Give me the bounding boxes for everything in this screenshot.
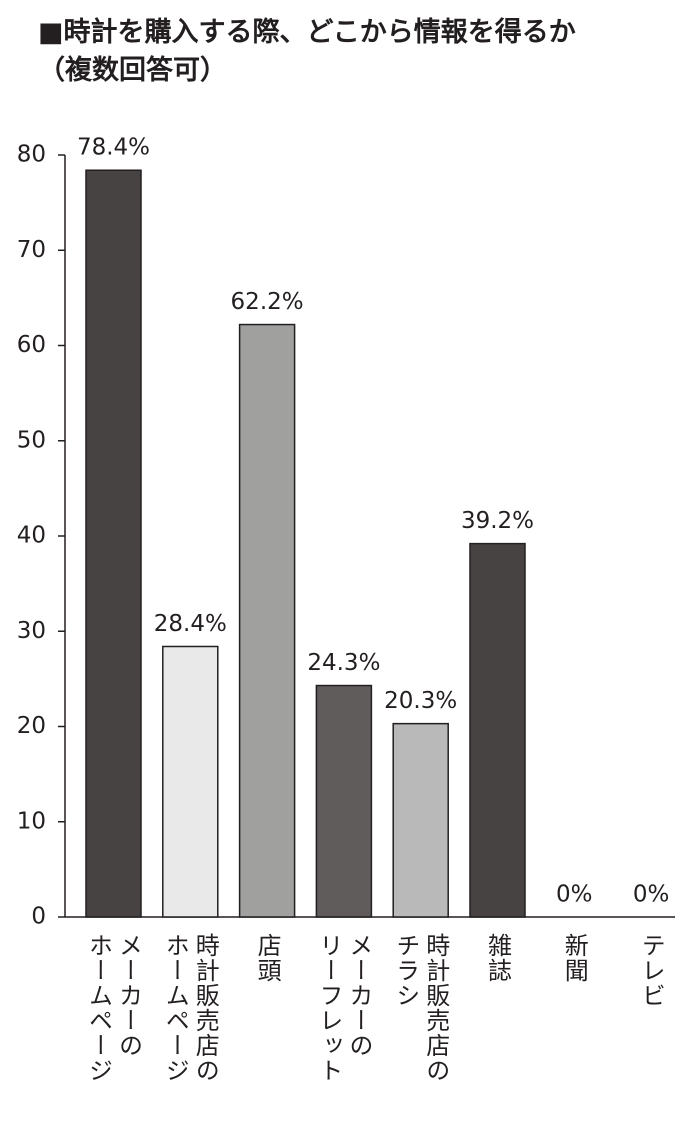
value-label: 62.2% <box>231 289 304 315</box>
bar <box>469 542 526 918</box>
y-tick-label: 10 <box>17 808 46 834</box>
x-tick-label: テレビ <box>637 933 666 1008</box>
value-label: 78.4% <box>77 135 150 161</box>
y-tick-label: 30 <box>17 618 46 644</box>
x-tick-label: 時計販売店の ホームページ <box>161 933 220 1083</box>
bar <box>85 169 142 918</box>
x-tick-label: 新聞 <box>560 933 589 983</box>
y-tick-label: 0 <box>31 904 46 930</box>
x-tick-label: 店頭 <box>253 933 282 983</box>
y-tick-label: 20 <box>17 713 46 739</box>
value-label: 24.3% <box>307 650 380 676</box>
x-tick-label: 時計販売店の チラシ <box>391 933 450 1083</box>
value-label: 39.2% <box>461 508 534 534</box>
x-tick-label: メーカーの ホームページ <box>84 933 143 1083</box>
bar <box>315 684 373 918</box>
chart-title: ■時計を購入する際、どこから情報を得るか （複数回答可） <box>38 17 576 86</box>
x-tick-label: 雑誌 <box>483 933 512 983</box>
value-label: 20.3% <box>384 688 457 714</box>
value-label: 0% <box>633 882 670 908</box>
bar <box>162 645 219 918</box>
y-tick-label: 60 <box>17 332 46 358</box>
y-tick-label: 40 <box>17 523 46 549</box>
y-tick-label: 70 <box>17 237 46 263</box>
bar <box>238 323 296 918</box>
y-tick-label: 80 <box>17 142 46 168</box>
value-label: 28.4% <box>154 611 227 637</box>
x-tick-label: メーカーの リーフレット <box>314 933 373 1083</box>
value-label: 0% <box>556 882 593 908</box>
bar <box>392 722 449 918</box>
y-tick-label: 50 <box>17 427 46 453</box>
